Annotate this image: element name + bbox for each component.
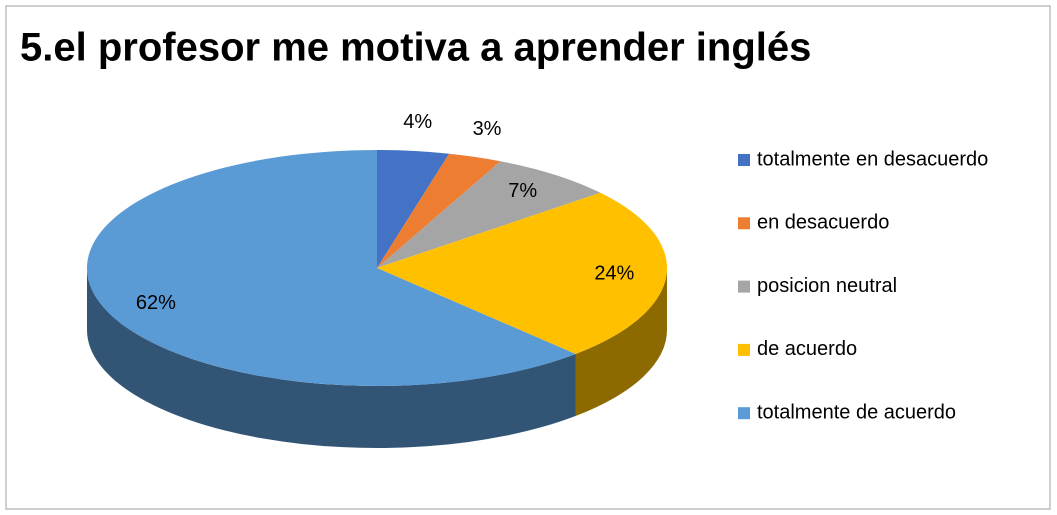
legend-label: de acuerdo — [757, 338, 857, 360]
legend-swatch — [738, 217, 750, 230]
slice — [377, 161, 601, 268]
legend-swatch — [738, 154, 750, 166]
data-label: 62% — [136, 292, 176, 314]
legend-swatch — [738, 407, 750, 420]
data-label: 24% — [594, 262, 634, 284]
legend-swatch — [738, 343, 750, 356]
slice-side — [86, 268, 576, 449]
slice — [377, 192, 667, 355]
chart-title: 5.el profesor me motiva a aprender inglé… — [20, 26, 811, 70]
legend-label: totalmente en desacuerdo — [757, 148, 988, 170]
data-label: 4% — [403, 111, 432, 133]
slice — [377, 150, 450, 268]
legend-label: en desacuerdo — [757, 212, 889, 234]
slice — [87, 150, 576, 386]
legend-label: totalmente de acuerdo — [757, 401, 956, 423]
data-label: 7% — [508, 180, 537, 202]
slice-side — [575, 268, 667, 417]
legend-swatch — [738, 280, 750, 293]
slice — [377, 153, 501, 268]
data-label: 3% — [473, 118, 502, 140]
legend-label: posicion neutral — [757, 275, 897, 297]
